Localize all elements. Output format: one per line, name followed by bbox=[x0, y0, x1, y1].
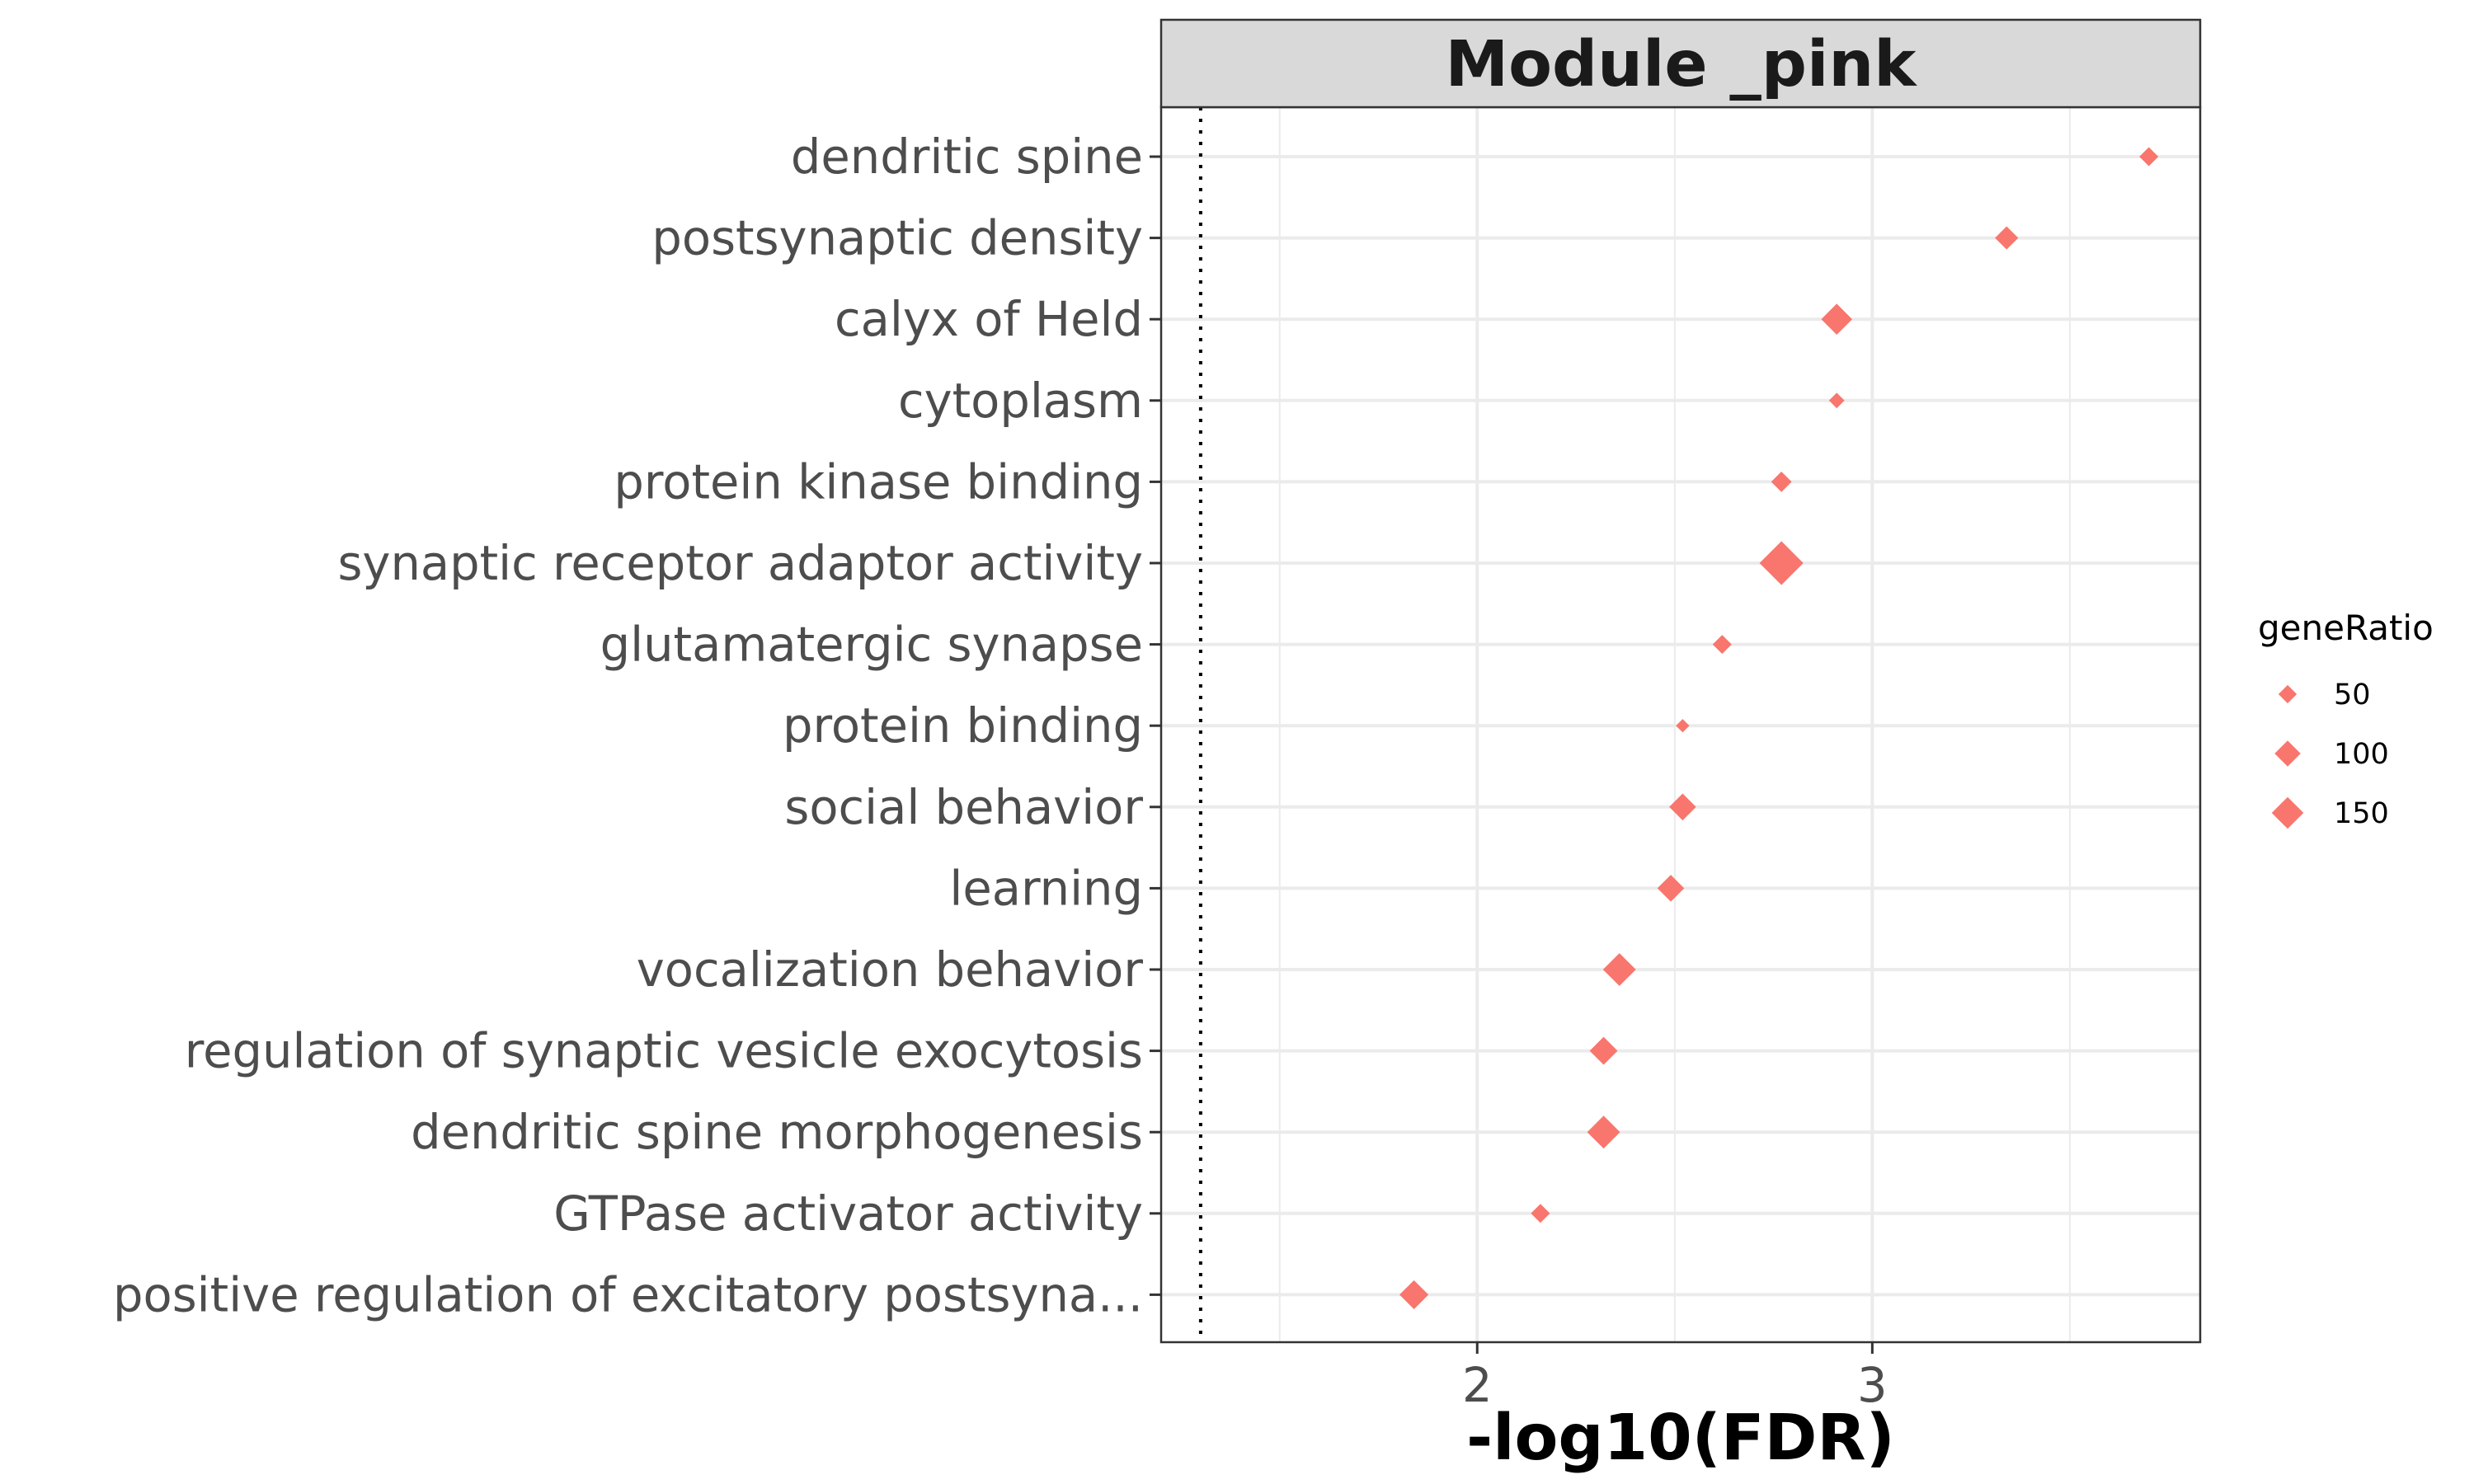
y-tick-label: postsynaptic density bbox=[651, 211, 1143, 266]
y-tick-label: dendritic spine morphogenesis bbox=[411, 1105, 1143, 1160]
data-points bbox=[1399, 147, 2159, 1309]
x-tick-label: 3 bbox=[1857, 1358, 1888, 1413]
y-tick-label: glutamatergic synapse bbox=[600, 618, 1143, 673]
data-point bbox=[1759, 541, 1804, 585]
legend-key bbox=[2278, 684, 2298, 704]
legend-label: 50 bbox=[2334, 679, 2371, 711]
legend-key bbox=[2271, 796, 2304, 829]
legend-title: geneRatio bbox=[2258, 608, 2434, 648]
x-axis-ticks bbox=[1475, 1342, 1874, 1354]
data-point bbox=[1399, 1280, 1429, 1309]
data-point bbox=[1587, 1115, 1620, 1149]
size-legend: 50 100 150 bbox=[2271, 679, 2389, 830]
y-axis-labels: dendritic spine postsynaptic density calyx… bbox=[113, 129, 1143, 1322]
y-tick-label: protein kinase binding bbox=[614, 454, 1143, 510]
data-point bbox=[1821, 303, 1853, 335]
y-tick-label: regulation of synaptic vesicle exocytosi… bbox=[185, 1024, 1143, 1079]
data-point bbox=[1589, 1036, 1618, 1065]
data-point bbox=[2139, 147, 2159, 167]
y-tick-label: social behavior bbox=[784, 780, 1143, 835]
y-tick-label: vocalization behavior bbox=[637, 942, 1144, 998]
facet-strip bbox=[1159, 18, 2202, 109]
data-point bbox=[1669, 793, 1696, 821]
y-tick-label: protein binding bbox=[783, 698, 1143, 754]
y-tick-label: positive regulation of excitatory postsy… bbox=[113, 1267, 1143, 1322]
data-point bbox=[1771, 471, 1792, 492]
y-tick-label: synaptic receptor adaptor activity bbox=[337, 536, 1143, 591]
y-tick-label: calyx of Held bbox=[835, 292, 1143, 347]
y-tick-label: cytoplasm bbox=[898, 373, 1143, 429]
x-axis-title: -log10(FDR) bbox=[1466, 1402, 1895, 1475]
x-tick-label: 2 bbox=[1462, 1358, 1493, 1413]
legend-label: 150 bbox=[2334, 797, 2389, 830]
facet-strip-title: Module _pink bbox=[1446, 28, 1918, 101]
data-point bbox=[1995, 226, 2019, 250]
data-point bbox=[1828, 392, 1845, 409]
data-point bbox=[1602, 953, 1636, 986]
y-tick-label: dendritic spine bbox=[791, 129, 1143, 185]
y-tick-label: GTPase activator activity bbox=[553, 1186, 1143, 1242]
legend-label: 100 bbox=[2334, 738, 2389, 771]
data-point bbox=[1676, 719, 1690, 733]
data-point bbox=[1712, 635, 1732, 655]
y-tick-label: learning bbox=[949, 861, 1143, 916]
data-point bbox=[1657, 875, 1685, 902]
data-point bbox=[1531, 1204, 1550, 1223]
legend-key bbox=[2274, 740, 2301, 767]
y-axis-ticks bbox=[1150, 155, 1161, 1296]
